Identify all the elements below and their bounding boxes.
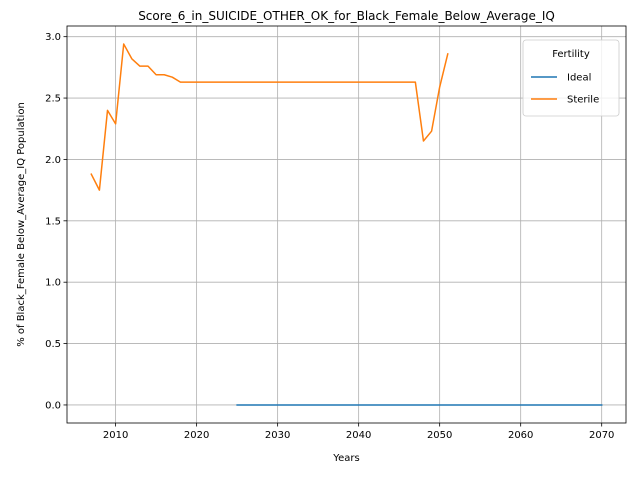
x-axis-label: Years <box>332 453 359 464</box>
grid <box>67 26 626 423</box>
plot-frame <box>66 25 627 424</box>
y-axis-label: % of Black_Female Below_Average_IQ Popul… <box>16 102 27 347</box>
y-tick-label: 3.0 <box>45 32 61 43</box>
legend-box <box>522 39 620 117</box>
x-tick-label: 2020 <box>184 430 209 441</box>
x-tick-label: 2040 <box>346 430 371 441</box>
y-tick-label: 1.0 <box>45 278 61 289</box>
x-tick-label: 2050 <box>427 430 452 441</box>
x-tick-label: 2030 <box>265 430 290 441</box>
y-tick-label: 2.0 <box>45 155 61 166</box>
chart-title: Score_6_in_SUICIDE_OTHER_OK_for_Black_Fe… <box>138 9 555 23</box>
legend-label: Sterile <box>567 95 599 106</box>
x-tick-label: 2010 <box>103 430 128 441</box>
y-tick-label: 2.5 <box>45 94 61 105</box>
series-lines <box>90 43 603 406</box>
y-tick-label: 0.0 <box>45 400 61 411</box>
x-tick-label: 2060 <box>508 430 533 441</box>
x-tick-label: 2070 <box>589 430 614 441</box>
legend: Fertility Ideal Sterile <box>522 39 620 117</box>
legend-label: Ideal <box>567 73 591 84</box>
y-axis-ticks: 0.0 0.5 1.0 1.5 2.0 2.5 3.0 <box>45 32 67 411</box>
series-line-sterile <box>90 43 449 191</box>
y-tick-label: 1.5 <box>45 216 61 227</box>
x-axis-ticks: 2010 2020 2030 2040 2050 2060 2070 <box>103 423 614 441</box>
legend-title: Fertility <box>552 49 590 60</box>
y-tick-label: 0.5 <box>45 339 61 350</box>
